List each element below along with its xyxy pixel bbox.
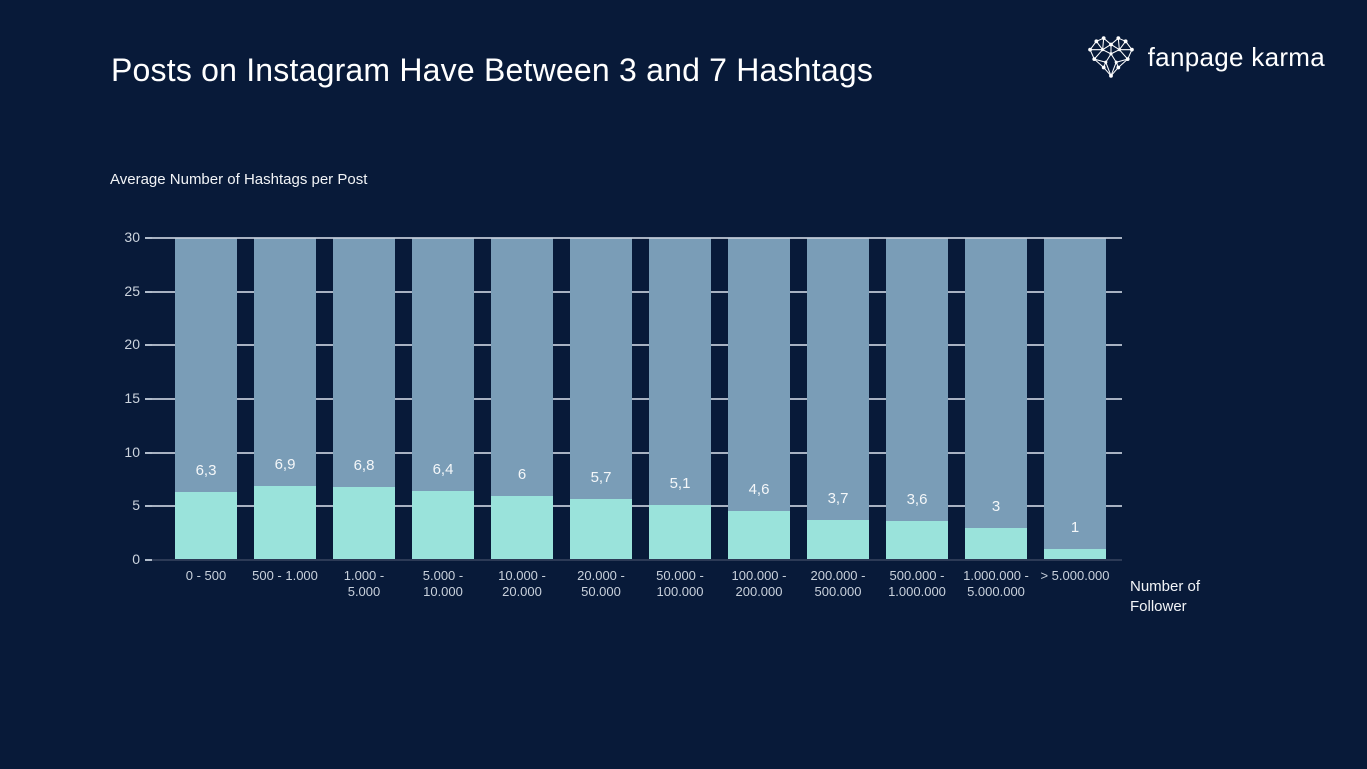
- x-tick-label-6: 50.000 - 100.000: [656, 568, 704, 599]
- bar-5: 5,7: [570, 238, 632, 560]
- bar-segment-remainder: [965, 238, 1027, 528]
- bar-segment-value: [491, 496, 553, 560]
- bar-value-label: 1: [1070, 519, 1080, 536]
- x-tick-label-7: 100.000 - 200.000: [731, 568, 787, 599]
- bar-segment-remainder: [412, 238, 474, 491]
- bar-segment-remainder: [254, 238, 316, 486]
- bar-segment-value: [649, 505, 711, 560]
- bar-value-label: 3,7: [827, 490, 849, 507]
- gridline-y15: [152, 398, 1122, 400]
- fanpage-karma-logo: fanpage karma: [1087, 36, 1325, 78]
- bar-10: 3: [965, 238, 1027, 560]
- bar-value-label: 3,6: [906, 491, 928, 508]
- page-title: Posts on Instagram Have Between 3 and 7 …: [111, 52, 874, 88]
- gridline-y5: [152, 505, 1122, 508]
- bar-segment-value: [807, 520, 869, 560]
- y-tick-15: [145, 398, 152, 400]
- bar-2: 6,8: [333, 238, 395, 560]
- y-tick-25: [145, 290, 152, 293]
- x-tick-label-3: 5.000 - 10.000: [422, 568, 464, 599]
- bar-segment-remainder: [333, 238, 395, 487]
- y-tick-5: [145, 505, 152, 508]
- gridline-y20: [152, 344, 1122, 347]
- y-tick-0: [145, 559, 152, 561]
- bar-segment-value: [175, 492, 237, 560]
- bar-value-label: 6: [517, 466, 527, 483]
- y-tick-label-15: 15: [124, 390, 140, 406]
- bar-segment-value: [333, 487, 395, 560]
- y-tick-label-25: 25: [124, 282, 140, 299]
- y-axis-title: Average Number of Hashtags per Post: [110, 171, 368, 188]
- bar-segment-remainder: [886, 238, 948, 521]
- bar-3: 6,4: [412, 238, 474, 560]
- plot-area: 0 5 10 15 20 25 30 6,3 0 - 500 6,9 500 - 1.000 6,8 1…: [124, 229, 1122, 599]
- bar-6: 5,1: [649, 238, 711, 560]
- bar-value-label: 5,1: [669, 475, 691, 492]
- bar-segment-value: [412, 491, 474, 560]
- y-tick-label-10: 10: [124, 443, 140, 460]
- bar-segment-remainder: [728, 238, 790, 511]
- y-tick-10: [145, 451, 152, 454]
- bar-value-label: 6,9: [274, 456, 296, 473]
- bar-segment-value: [1044, 549, 1106, 560]
- x-tick-label-8: 200.000 - 500.000: [810, 568, 866, 599]
- bar-9: 3,6: [886, 238, 948, 560]
- bar-segment-remainder: [1044, 238, 1106, 549]
- bar-value-label: 6,4: [432, 461, 454, 478]
- y-tick-label-5: 5: [132, 497, 140, 514]
- bar-segment-remainder: [570, 238, 632, 499]
- x-tick-label-11: > 5.000.000: [1040, 568, 1110, 583]
- x-tick-label-4: 10.000 - 20.000: [498, 568, 546, 599]
- bar-0: 6,3: [175, 238, 237, 560]
- bar-segment-value: [570, 499, 632, 560]
- network-heart-icon: [1087, 36, 1134, 78]
- y-tick-label-0: 0: [132, 551, 140, 567]
- x-tick-label-10: 1.000.000 - 5.000.000: [963, 568, 1029, 599]
- bar-segment-remainder: [491, 238, 553, 496]
- bar-7: 4,6: [728, 238, 790, 560]
- bar-value-label: 4,6: [748, 481, 770, 498]
- x-tick-label-2: 1.000 - 5.000: [343, 568, 385, 599]
- bar-11: 1: [1044, 238, 1106, 560]
- logo-wordmark: fanpage karma: [1147, 41, 1325, 72]
- x-tick-label-0: 0 - 500: [185, 568, 227, 583]
- y-tick-20: [145, 344, 152, 347]
- x-axis-title: Number of Follower: [1130, 578, 1201, 615]
- x-tick-label-5: 20.000 - 50.000: [577, 568, 625, 599]
- y-tick-label-30: 30: [124, 229, 140, 245]
- bar-4: 6: [491, 238, 553, 560]
- bar-segment-remainder: [649, 238, 711, 505]
- bar-segment-value: [254, 486, 316, 560]
- y-tick-label-20: 20: [124, 336, 140, 353]
- bar-value-label: 3: [991, 498, 1001, 515]
- gridline-y30: [152, 237, 1122, 239]
- bar-segment-value: [728, 511, 790, 560]
- bar-8: 3,7: [807, 238, 869, 560]
- y-tick-30: [145, 237, 152, 239]
- gridline-y10: [152, 451, 1122, 454]
- bar-segment-value: [965, 528, 1027, 560]
- bar-1: 6,9: [254, 238, 316, 560]
- bar-segment-remainder: [807, 238, 869, 520]
- gridline-y0: [152, 559, 1122, 561]
- x-tick-label-9: 500.000 - 1.000.000: [888, 568, 946, 599]
- bar-value-label: 6,3: [195, 462, 217, 479]
- gridline-y25: [152, 290, 1122, 293]
- x-tick-label-1: 500 - 1.000: [252, 568, 318, 583]
- bar-value-label: 5,7: [590, 469, 612, 486]
- bar-segment-remainder: [175, 238, 237, 492]
- bar-value-label: 6,8: [353, 457, 375, 474]
- bar-segment-value: [886, 521, 948, 560]
